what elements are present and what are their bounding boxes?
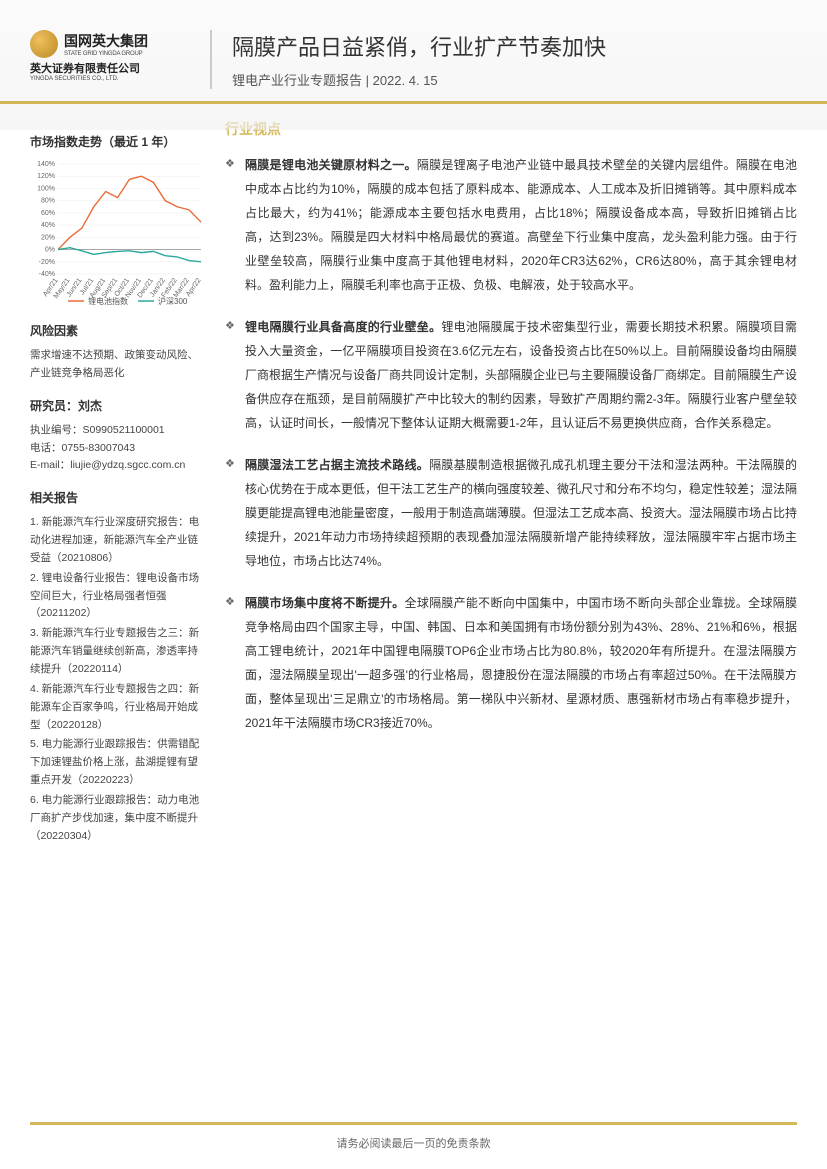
market-index-title: 市场指数走势（最近 1 年） (30, 133, 205, 150)
bullet-lead: 隔膜湿法工艺占据主流技术路线。 (245, 458, 429, 472)
footer-disclaimer: 请务必阅读最后一页的免责条款 (30, 1122, 797, 1151)
svg-text:-20%: -20% (39, 259, 55, 266)
bullet-lead: 隔膜是锂电池关键原材料之一。 (245, 158, 417, 172)
bullet-item: ❖隔膜市场集中度将不断提升。全球隔膜产能不断向中国集中，中国市场不断向头部企业靠… (225, 591, 797, 735)
researcher-phone: 电话：0755-83007043 (30, 440, 205, 458)
report-item: 6. 电力能源行业跟踪报告：动力电池厂商扩产步伐加速，集中度不断提升（20220… (30, 792, 205, 846)
svg-text:-40%: -40% (39, 271, 55, 278)
bullet-item: ❖隔膜是锂电池关键原材料之一。隔膜是锂离子电池产业链中最具技术壁垒的关键内层组件… (225, 153, 797, 297)
svg-text:40%: 40% (41, 222, 55, 229)
bullet-marker-icon: ❖ (225, 591, 245, 735)
report-item: 5. 电力能源行业跟踪报告：供需错配下加速锂盐价格上涨，盐湖提锂有望重点开发（2… (30, 736, 205, 790)
report-item: 2. 锂电设备行业报告：锂电设备市场空间巨大，行业格局强者恒强（20211202… (30, 570, 205, 624)
report-title: 隔膜产品日益紧俏，行业扩产节奏加快 (232, 30, 797, 62)
researcher-license: 执业编号：S0990521100001 (30, 422, 205, 440)
svg-text:140%: 140% (37, 161, 55, 168)
bullet-body: 锂电池隔膜属于技术密集型行业，需要长期技术积累。隔膜项目需投入大量资金，一亿平隔… (245, 320, 797, 430)
line-chart-svg: -40%-20%0%20%40%60%80%100%120%140%Apr/21… (30, 158, 205, 308)
svg-text:20%: 20% (41, 234, 55, 241)
bullet-body: 隔膜基膜制造根据微孔成孔机理主要分干法和湿法两种。干法隔膜的核心优势在于成本更低… (245, 458, 797, 568)
bullet-marker-icon: ❖ (225, 453, 245, 573)
bullet-text: 隔膜是锂电池关键原材料之一。隔膜是锂离子电池产业链中最具技术壁垒的关键内层组件。… (245, 153, 797, 297)
bullet-marker-icon: ❖ (225, 153, 245, 297)
svg-text:沪深300: 沪深300 (158, 296, 188, 306)
bullet-body: 隔膜是锂离子电池产业链中最具技术壁垒的关键内层组件。隔膜在电池中成本占比约为10… (245, 158, 797, 292)
researcher-title: 研究员：刘杰 (30, 397, 205, 414)
svg-text:120%: 120% (37, 173, 55, 180)
bullets-container: ❖隔膜是锂电池关键原材料之一。隔膜是锂离子电池产业链中最具技术壁垒的关键内层组件… (225, 153, 797, 735)
bullet-item: ❖隔膜湿法工艺占据主流技术路线。隔膜基膜制造根据微孔成孔机理主要分干法和湿法两种… (225, 453, 797, 573)
bullet-lead: 隔膜市场集中度将不断提升。 (245, 596, 405, 610)
svg-text:0%: 0% (45, 247, 55, 254)
bullet-text: 锂电隔膜行业具备高度的行业壁垒。锂电池隔膜属于技术密集型行业，需要长期技术积累。… (245, 315, 797, 435)
company-name-cn: 国网英大集团 (64, 31, 148, 51)
title-block: 隔膜产品日益紧俏，行业扩产节奏加快 锂电产业行业专题报告 | 2022. 4. … (210, 30, 797, 89)
bullet-text: 隔膜市场集中度将不断提升。全球隔膜产能不断向中国集中，中国市场不断向头部企业靠拢… (245, 591, 797, 735)
market-chart: -40%-20%0%20%40%60%80%100%120%140%Apr/21… (30, 158, 205, 308)
related-reports-title: 相关报告 (30, 489, 205, 506)
logo-block: 国网英大集团 STATE GRID YINGDA GROUP 英大证券有限责任公… (30, 30, 210, 82)
sidebar: 市场指数走势（最近 1 年） -40% -20% 0% 20% 40% 60% 80% 100… (30, 119, 225, 847)
svg-text:锂电池指数: 锂电池指数 (88, 296, 128, 306)
related-reports-list: 1. 新能源汽车行业深度研究报告：电动化进程加速，新能源汽车全产业链受益（202… (30, 514, 205, 845)
svg-text:100%: 100% (37, 185, 55, 192)
bullet-text: 隔膜湿法工艺占据主流技术路线。隔膜基膜制造根据微孔成孔机理主要分干法和湿法两种。… (245, 453, 797, 573)
svg-text:60%: 60% (41, 210, 55, 217)
bullet-body: 全球隔膜产能不断向中国集中，中国市场不断向头部企业靠拢。全球隔膜竞争格局由四个国… (245, 596, 797, 730)
main-column: 行业视点 ❖隔膜是锂电池关键原材料之一。隔膜是锂离子电池产业链中最具技术壁垒的关… (225, 119, 797, 847)
risk-text: 需求增速不达预期、政策变动风险、产业链竞争格局恶化 (30, 347, 205, 383)
report-subtitle: 锂电产业行业专题报告 | 2022. 4. 15 (232, 70, 797, 89)
bullet-item: ❖锂电隔膜行业具备高度的行业壁垒。锂电池隔膜属于技术密集型行业，需要长期技术积累… (225, 315, 797, 435)
report-item: 4. 新能源汽车行业专题报告之四：新能源车企百家争鸣，行业格局开始成型（2022… (30, 681, 205, 735)
company-logo-icon (30, 30, 58, 58)
svg-text:80%: 80% (41, 198, 55, 205)
page-header: 国网英大集团 STATE GRID YINGDA GROUP 英大证券有限责任公… (0, 0, 827, 104)
bullet-marker-icon: ❖ (225, 315, 245, 435)
company-sub-en: YINGDA SECURITIES CO., LTD. (30, 76, 210, 82)
company-sub-cn: 英大证券有限责任公司 (30, 60, 210, 76)
report-item: 1. 新能源汽车行业深度研究报告：电动化进程加速，新能源汽车全产业链受益（202… (30, 514, 205, 568)
bullet-lead: 锂电隔膜行业具备高度的行业壁垒。 (245, 320, 441, 334)
researcher-email: E-mail：liujie@ydzq.sgcc.com.cn (30, 457, 205, 475)
company-name-en: STATE GRID YINGDA GROUP (64, 51, 148, 57)
risk-title: 风险因素 (30, 322, 205, 339)
content-area: 市场指数走势（最近 1 年） -40% -20% 0% 20% 40% 60% 80% 100… (0, 104, 827, 847)
report-item: 3. 新能源汽车行业专题报告之三：新能源汽车销量继续创新高，渗透率持续提升（20… (30, 625, 205, 679)
